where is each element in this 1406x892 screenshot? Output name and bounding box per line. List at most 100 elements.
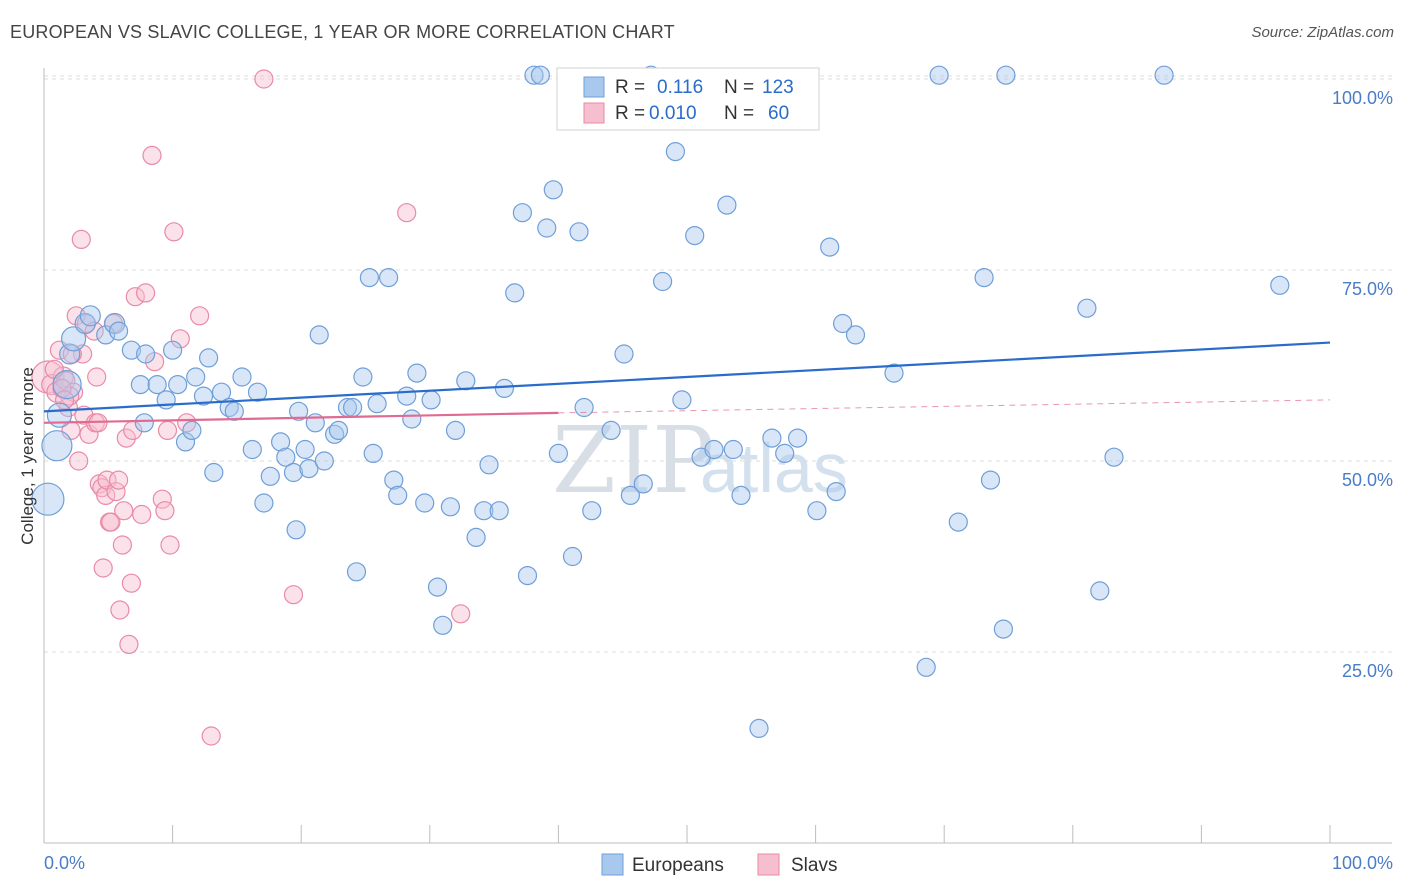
europeans-point bbox=[242, 439, 262, 460]
slavs-point bbox=[451, 604, 471, 624]
europeans-point bbox=[1154, 65, 1174, 85]
europeans-point bbox=[601, 420, 621, 440]
europeans-point bbox=[163, 340, 183, 360]
europeans-point bbox=[614, 344, 634, 364]
europeans-point bbox=[717, 195, 737, 215]
europeans-point bbox=[247, 382, 268, 402]
legend-slavs-label: Slavs bbox=[791, 855, 837, 876]
europeans-point bbox=[652, 271, 673, 292]
slavs-point bbox=[87, 367, 107, 387]
europeans-point bbox=[433, 615, 453, 635]
slavs-points bbox=[31, 69, 471, 746]
europeans-point bbox=[108, 321, 129, 341]
europeans-point bbox=[186, 367, 206, 387]
slavs-point bbox=[170, 329, 190, 349]
slavs-point bbox=[397, 203, 417, 223]
europeans-point bbox=[832, 313, 853, 334]
slavs-point bbox=[114, 501, 134, 521]
europeans-point bbox=[530, 65, 551, 85]
europeans-point bbox=[283, 462, 304, 483]
slavs-point bbox=[164, 222, 184, 242]
europeans-point bbox=[749, 718, 769, 739]
trend-lines bbox=[43, 341, 1331, 424]
europeans-point bbox=[314, 451, 334, 471]
slavs-n-value: 60 bbox=[768, 103, 789, 124]
slavs-r-value: 0.010 bbox=[649, 103, 697, 124]
slavs-point bbox=[101, 512, 121, 532]
europeans-point bbox=[79, 305, 101, 327]
europeans-point bbox=[537, 218, 557, 238]
europeans-point bbox=[845, 325, 866, 345]
europeans-point bbox=[672, 390, 692, 410]
europeans-point bbox=[271, 432, 291, 452]
europeans-point bbox=[731, 485, 751, 505]
europeans-point bbox=[328, 420, 349, 440]
y-tick-label: 75.0% bbox=[1342, 279, 1393, 299]
europeans-swatch bbox=[583, 76, 605, 98]
europeans-point bbox=[182, 420, 202, 440]
slavs-point bbox=[157, 420, 178, 440]
stats-legend: R = 0.116 N = 123 R = 0.010 N = 60 bbox=[556, 67, 820, 131]
europeans-point bbox=[175, 432, 196, 452]
europeans-point bbox=[421, 390, 441, 410]
europeans-point bbox=[289, 401, 309, 421]
europeans-point bbox=[512, 203, 533, 223]
europeans-point bbox=[388, 485, 408, 505]
europeans-point bbox=[121, 340, 141, 360]
europeans-point bbox=[254, 493, 274, 513]
europeans-point bbox=[407, 363, 427, 383]
europeans-point bbox=[168, 375, 188, 395]
slavs-trend-line bbox=[43, 411, 559, 424]
europeans-point bbox=[343, 397, 363, 418]
slavs-swatch bbox=[583, 102, 605, 124]
europeans-point bbox=[427, 577, 448, 597]
europeans-point bbox=[633, 474, 653, 494]
europeans-point bbox=[136, 344, 156, 364]
slavs-point bbox=[31, 360, 65, 394]
europeans-point bbox=[367, 394, 387, 414]
europeans-point bbox=[134, 413, 154, 433]
europeans-point bbox=[489, 501, 509, 521]
europeans-point bbox=[948, 512, 968, 532]
europeans-point bbox=[363, 443, 383, 463]
europeans-point bbox=[916, 657, 936, 677]
europeans-point bbox=[929, 65, 949, 85]
europeans-point bbox=[402, 409, 422, 429]
europeans-point bbox=[820, 237, 840, 257]
europeans-point bbox=[974, 268, 994, 288]
slavs-point bbox=[132, 504, 152, 525]
slavs-point bbox=[69, 451, 89, 471]
europeans-point bbox=[1104, 447, 1124, 467]
tick-labels: 25.0% 50.0% 75.0% 100.0% 0.0% 100.0% bbox=[44, 88, 1393, 873]
slavs-point bbox=[96, 485, 116, 505]
europeans-point bbox=[562, 546, 583, 567]
slavs-point bbox=[121, 573, 141, 593]
slavs-point bbox=[66, 306, 86, 326]
europeans-point bbox=[466, 527, 486, 548]
europeans-point bbox=[1090, 581, 1110, 601]
europeans-point bbox=[620, 485, 641, 505]
europeans-point bbox=[762, 428, 782, 448]
europeans-point bbox=[260, 466, 280, 486]
europeans-point bbox=[353, 367, 373, 387]
europeans-point bbox=[232, 367, 252, 387]
europeans-point bbox=[704, 439, 724, 460]
europeans-point bbox=[574, 397, 594, 418]
slavs-point bbox=[112, 535, 133, 555]
europeans-point bbox=[41, 430, 73, 462]
y-tick-label: 25.0% bbox=[1342, 661, 1393, 681]
europeans-point bbox=[884, 363, 904, 383]
slavs-point bbox=[106, 482, 126, 502]
europeans-trend-line bbox=[43, 341, 1331, 413]
europeans-points bbox=[31, 65, 1290, 739]
europeans-point bbox=[505, 283, 525, 303]
europeans-point bbox=[147, 375, 167, 395]
slavs-point bbox=[190, 306, 210, 326]
europeans-point bbox=[359, 268, 379, 288]
europeans-point bbox=[384, 470, 404, 490]
europeans-point bbox=[52, 370, 82, 400]
europeans-point bbox=[193, 386, 214, 406]
slavs-n-label: N = bbox=[724, 103, 754, 124]
x-tick-label-min: 0.0% bbox=[44, 853, 85, 873]
